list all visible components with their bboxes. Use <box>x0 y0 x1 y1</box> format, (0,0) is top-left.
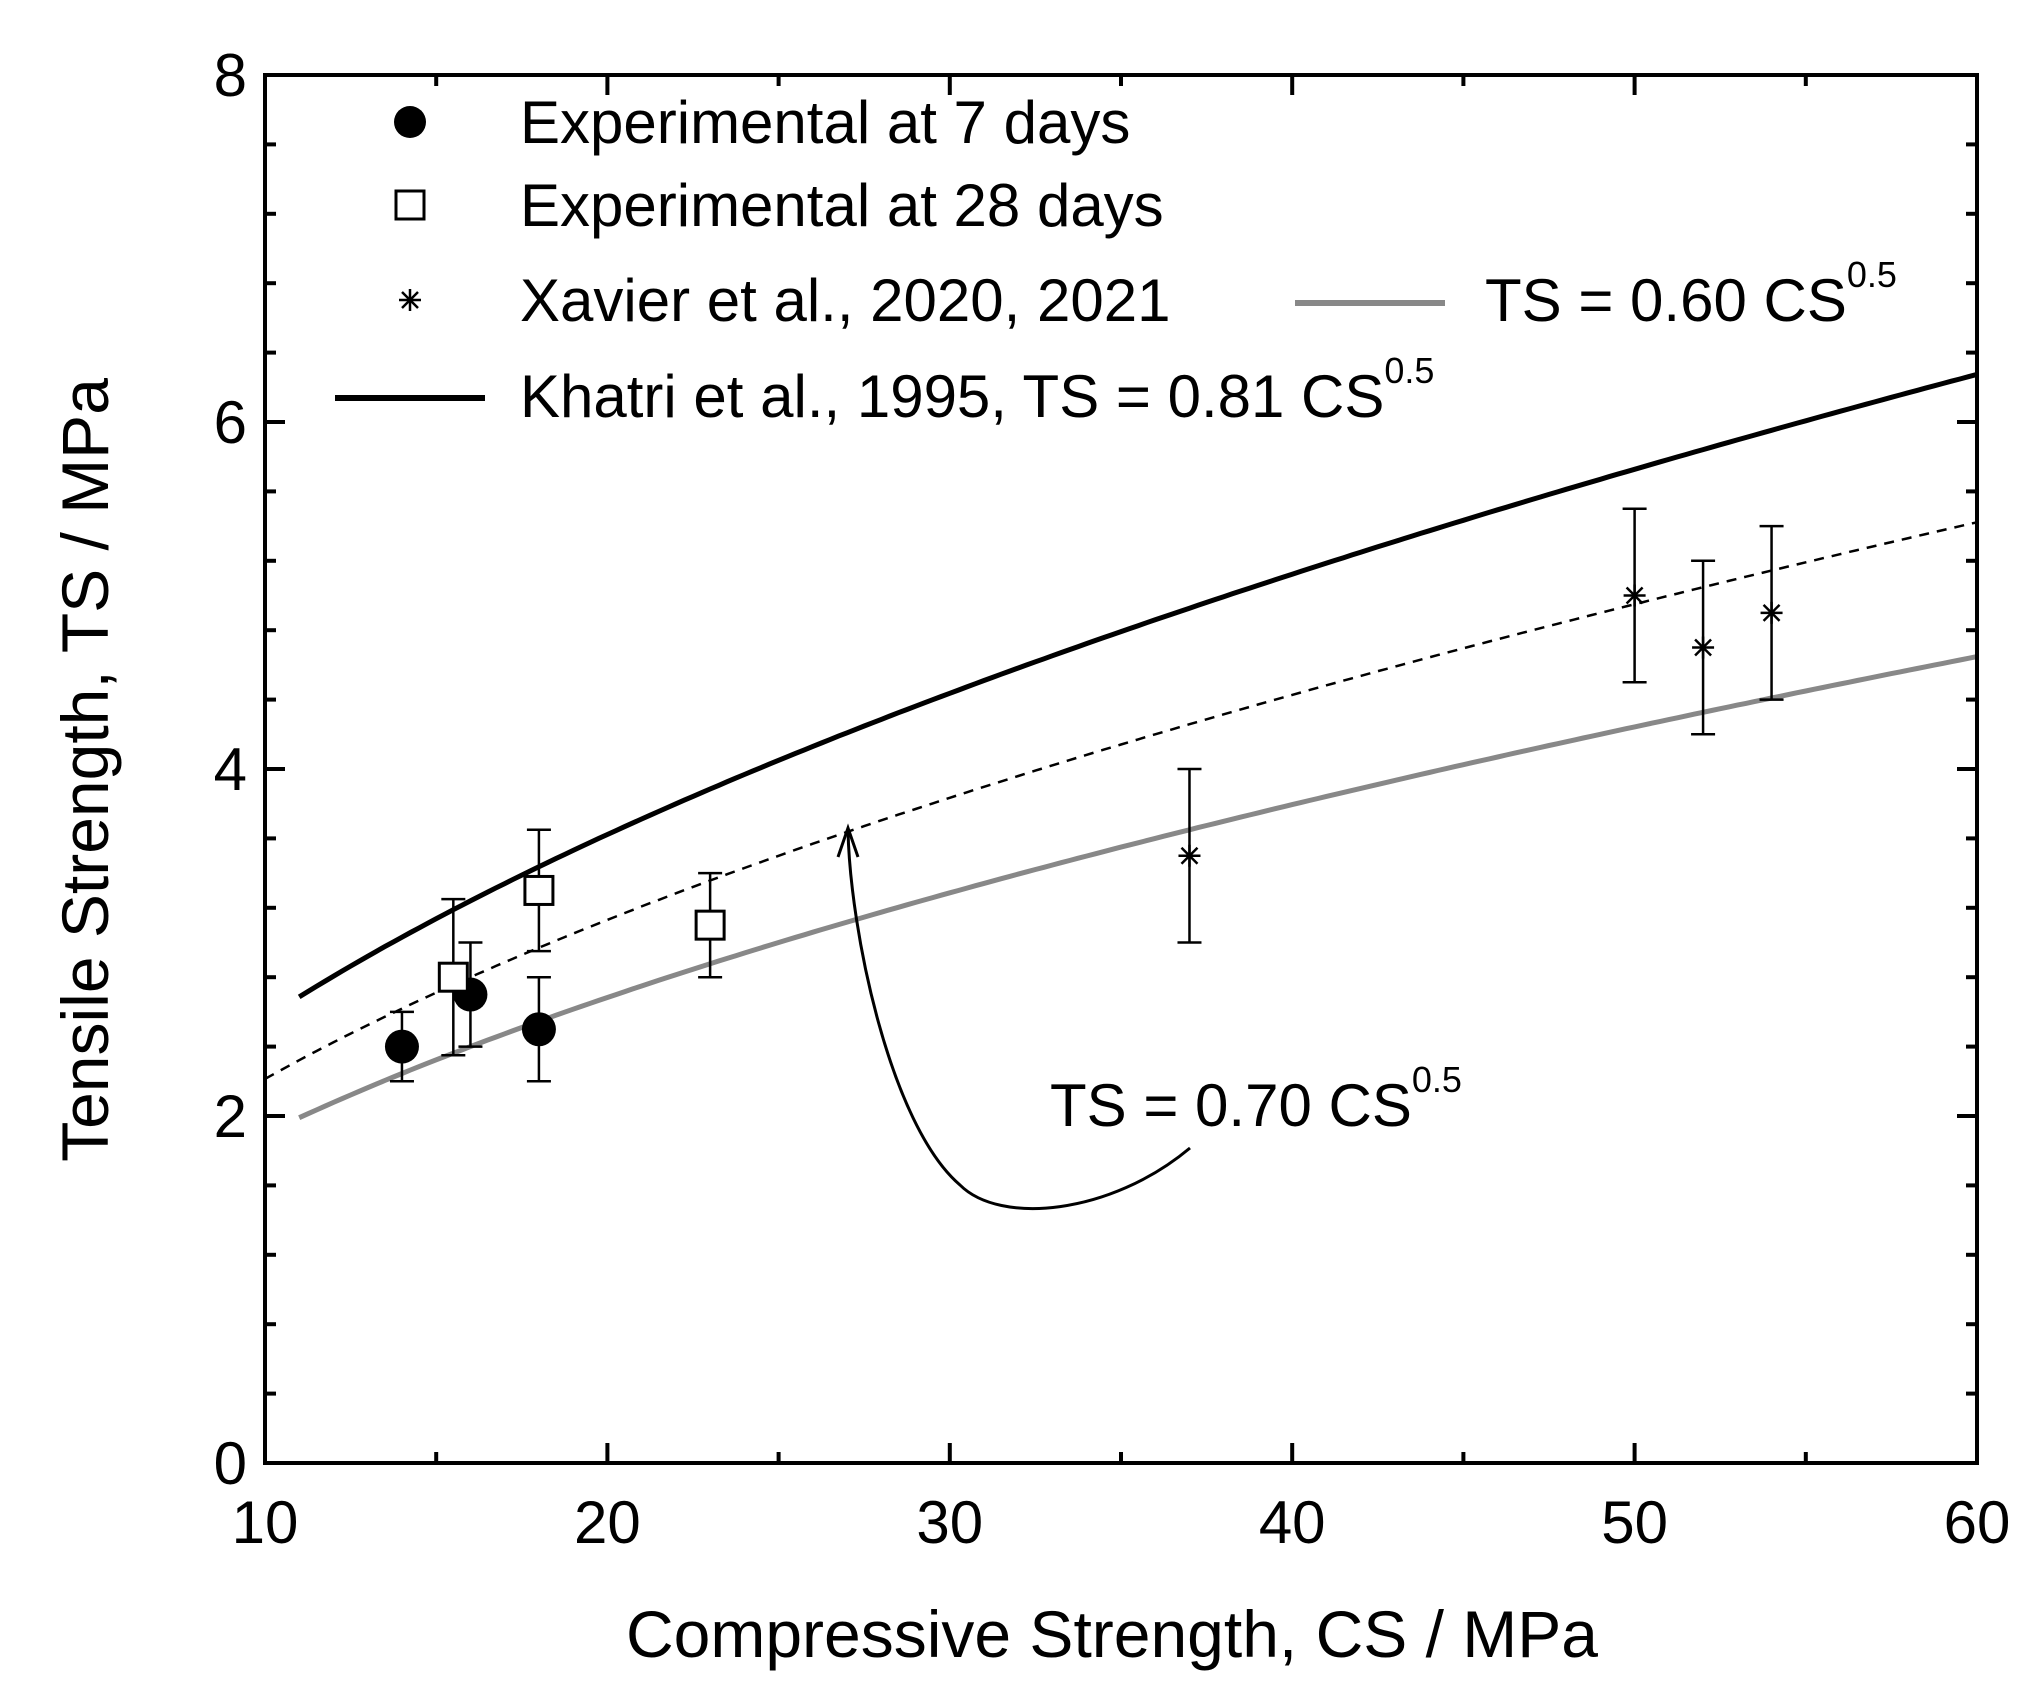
x-tick-label: 30 <box>916 1489 983 1556</box>
data-point-series-1 <box>523 828 555 953</box>
marker-asterisk <box>1760 601 1783 624</box>
data-point-series-0 <box>521 975 556 1083</box>
legend-label-exp28: Experimental at 28 days <box>520 172 1164 239</box>
marker-circle <box>384 1029 419 1064</box>
data-point-series-2 <box>1691 559 1716 736</box>
x-axis-ticks: 10 20 30 40 50 60 <box>232 75 2011 1556</box>
y-axis-title: Tensile Strength, TS / MPa <box>48 378 122 1162</box>
x-tick-label: 60 <box>1944 1489 2011 1556</box>
legend-label-khatri: Khatri et al., 1995, TS = 0.81 CS0.5 <box>520 350 1434 430</box>
marker-circle <box>521 1012 556 1047</box>
y-axis-ticks: 0 2 4 6 8 <box>214 42 1977 1497</box>
data-point-series-2 <box>1177 767 1202 944</box>
y-tick-label: 6 <box>214 389 247 456</box>
data-point-series-0 <box>453 941 488 1048</box>
legend-label-fit060: TS = 0.60 CS0.5 <box>1485 254 1897 334</box>
curve-0 <box>297 371 1977 1000</box>
x-tick-label: 40 <box>1259 1489 1326 1556</box>
marker-asterisk <box>1623 584 1646 607</box>
fit-curves <box>265 371 1977 1120</box>
y-tick-label: 0 <box>214 1430 247 1497</box>
annotation: TS = 0.70 CS0.5 <box>836 823 1462 1210</box>
legend-label-exp7: Experimental at 7 days <box>520 89 1130 156</box>
y-tick-label: 4 <box>214 736 247 803</box>
data-point-series-2 <box>1759 524 1784 701</box>
x-axis-title: Compressive Strength, CS / MPa <box>626 1597 1598 1671</box>
annotation-arrowhead <box>836 823 860 858</box>
data-point-series-2 <box>1622 507 1647 684</box>
data-point-series-0 <box>384 1010 419 1083</box>
curve-1 <box>265 521 1977 1080</box>
x-tick-label: 20 <box>574 1489 641 1556</box>
annotation-label: TS = 0.70 CS0.5 <box>1050 1059 1462 1139</box>
x-tick-label: 50 <box>1601 1489 1668 1556</box>
legend: Experimental at 7 days Experimental at 2… <box>335 89 1897 430</box>
data-point-series-1 <box>694 871 726 979</box>
y-tick-label: 2 <box>214 1083 247 1150</box>
legend-label-xavier: Xavier et al., 2020, 2021 <box>520 267 1170 334</box>
marker-square <box>437 961 469 993</box>
legend-marker-xavier <box>399 289 421 311</box>
curve-2 <box>298 654 1977 1120</box>
annotation-arrow <box>846 829 1191 1210</box>
marker-asterisk <box>1692 636 1715 659</box>
data-point-series-1 <box>437 897 469 1057</box>
marker-asterisk <box>1178 844 1201 867</box>
data-points <box>384 507 1784 1083</box>
marker-square <box>523 874 555 906</box>
x-tick-label: 10 <box>232 1489 299 1556</box>
marker-square <box>694 909 726 941</box>
legend-marker-exp7 <box>394 106 426 138</box>
y-tick-label: 8 <box>214 42 247 109</box>
legend-marker-exp28 <box>394 189 426 221</box>
